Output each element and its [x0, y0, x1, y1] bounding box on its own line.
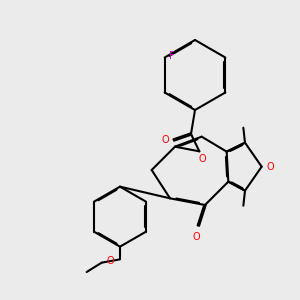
Text: O: O: [266, 162, 274, 172]
Text: O: O: [161, 135, 169, 145]
Text: F: F: [169, 51, 174, 61]
Text: O: O: [198, 154, 206, 164]
Text: O: O: [106, 256, 114, 266]
Text: O: O: [193, 232, 200, 242]
